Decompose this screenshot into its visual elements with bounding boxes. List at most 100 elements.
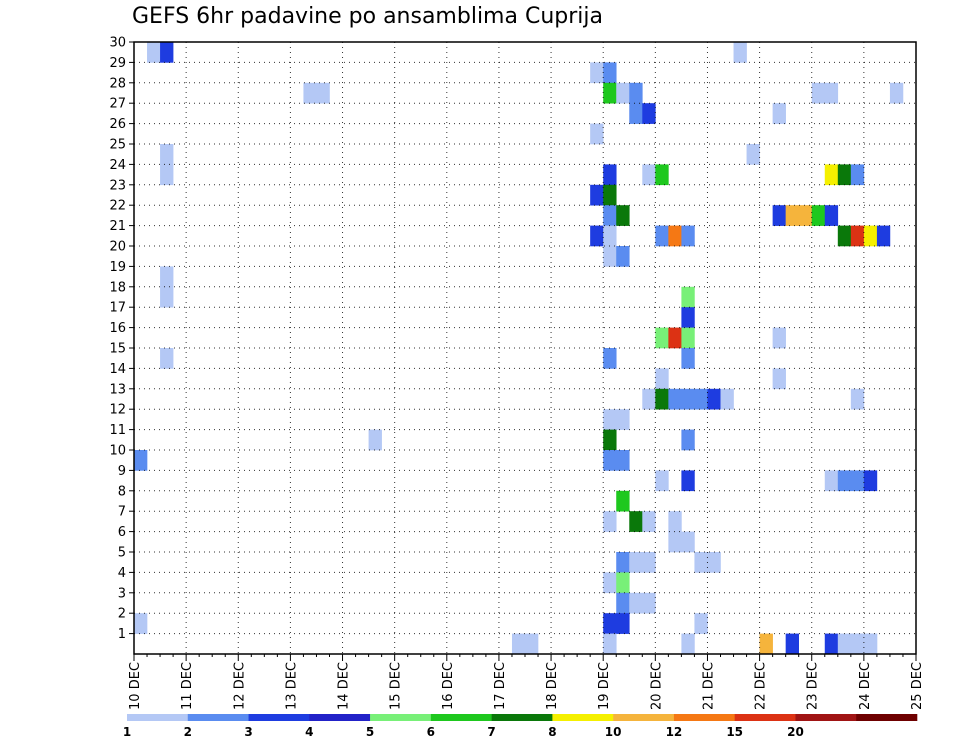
heatmap-cell xyxy=(603,429,617,451)
heatmap-cell xyxy=(642,592,656,614)
x-tick-label: 14 DEC xyxy=(337,662,352,710)
y-tick-label: 5 xyxy=(118,546,126,561)
heatmap-cell xyxy=(837,225,852,247)
heatmap-cell xyxy=(368,429,382,451)
heatmap-cell xyxy=(616,613,630,634)
y-tick-label: 6 xyxy=(118,525,126,540)
legend-swatch xyxy=(613,714,675,721)
heatmap-cell xyxy=(629,552,643,573)
heatmap-cell xyxy=(785,633,799,655)
heatmap-cell xyxy=(707,388,721,410)
heatmap-cell xyxy=(668,511,682,532)
heatmap-cell xyxy=(668,327,682,349)
heatmap-cell xyxy=(160,164,174,186)
legend-swatch xyxy=(795,714,857,721)
heatmap-cell xyxy=(681,348,695,369)
x-tick-label: 24 DEC xyxy=(858,662,873,710)
heatmap-cell xyxy=(850,470,865,492)
heatmap-cell xyxy=(837,164,852,186)
heatmap-cells xyxy=(134,42,904,655)
heatmap-cell xyxy=(603,613,617,634)
legend-label: 8 xyxy=(548,725,556,739)
heatmap-cell xyxy=(642,388,656,410)
heatmap-cell xyxy=(655,164,669,186)
heatmap-cell xyxy=(603,409,617,430)
y-tick-label: 16 xyxy=(109,321,126,336)
x-tick-label: 18 DEC xyxy=(545,662,560,710)
heatmap-cell xyxy=(603,633,617,655)
heatmap-cell xyxy=(655,470,669,492)
y-tick-label: 14 xyxy=(109,362,126,377)
legend-label: 20 xyxy=(787,725,804,739)
heatmap-cell xyxy=(603,205,617,226)
y-tick-label: 2 xyxy=(118,607,126,622)
heatmap-cell xyxy=(681,633,695,655)
heatmap-cell xyxy=(316,82,330,104)
heatmap-cell xyxy=(642,164,656,186)
heatmap-cell xyxy=(642,511,656,532)
legend-label: 3 xyxy=(244,725,252,739)
heatmap-cell xyxy=(681,327,695,349)
heatmap-cell xyxy=(616,450,630,471)
y-tick-label: 19 xyxy=(109,260,126,275)
heatmap-cell xyxy=(525,633,539,655)
legend-swatch xyxy=(552,714,614,721)
legend-label: 6 xyxy=(427,725,435,739)
y-tick-label: 12 xyxy=(109,403,126,418)
heatmap-cell xyxy=(668,388,682,410)
heatmap-cell xyxy=(811,205,826,226)
heatmap-cell xyxy=(681,225,695,247)
x-tick-label: 13 DEC xyxy=(284,662,299,710)
y-tick-label: 21 xyxy=(109,219,126,234)
y-tick-label: 9 xyxy=(118,464,126,479)
heatmap-cell xyxy=(668,225,682,247)
legend-swatch xyxy=(856,714,918,721)
legend-swatch xyxy=(734,714,796,721)
heatmap-cell xyxy=(603,450,617,471)
y-tick-label: 23 xyxy=(109,178,126,193)
y-tick-label: 22 xyxy=(109,199,126,214)
heatmap-cell xyxy=(694,613,708,634)
heatmap-cell xyxy=(772,368,786,390)
heatmap-cell xyxy=(603,164,617,186)
y-tick-label: 8 xyxy=(118,484,126,499)
heatmap-cell xyxy=(590,225,604,247)
heatmap-cell xyxy=(160,348,174,369)
legend-swatch xyxy=(673,714,735,721)
heatmap-cell xyxy=(668,531,682,553)
heatmap-cell xyxy=(642,103,656,124)
heatmap-cell xyxy=(850,164,865,186)
heatmap-cell xyxy=(655,388,669,410)
y-tick-label: 26 xyxy=(109,117,126,132)
heatmap-cell xyxy=(616,205,630,226)
x-tick-label: 21 DEC xyxy=(701,662,716,710)
x-axis: 10 DEC 11 DEC 12 DEC 13 DEC 14 DEC 15 DEC 16 D… xyxy=(128,654,925,710)
heatmap-cell xyxy=(603,62,617,84)
grid-lines xyxy=(134,42,916,654)
heatmap-cell xyxy=(147,42,161,63)
y-tick-label: 24 xyxy=(109,158,126,173)
heatmap-cell xyxy=(160,144,174,165)
heatmap-cell xyxy=(642,552,656,573)
y-tick-label: 1 xyxy=(118,627,126,642)
legend-label: 10 xyxy=(605,725,622,739)
heatmap-cell xyxy=(863,225,878,247)
x-tick-label: 15 DEC xyxy=(389,662,404,710)
color-legend: 1 2 3 4 5 6 7 8 10 12 15 20 xyxy=(123,714,918,739)
heatmap-cell xyxy=(603,225,617,247)
heatmap-cell xyxy=(616,572,630,594)
legend-label: 4 xyxy=(305,725,313,739)
heatmap-cell xyxy=(603,82,617,104)
heatmap-cell xyxy=(616,592,630,614)
legend-swatch xyxy=(187,714,249,721)
heatmap-cell xyxy=(837,470,852,492)
legend-swatch xyxy=(430,714,492,721)
heatmap-cell xyxy=(160,286,174,308)
y-tick-label: 28 xyxy=(109,76,126,91)
heatmap-cell xyxy=(655,225,669,247)
heatmap-cell xyxy=(160,42,174,63)
heatmap-cell xyxy=(681,286,695,308)
heatmap-cell xyxy=(590,184,604,206)
y-tick-label: 27 xyxy=(109,97,126,112)
